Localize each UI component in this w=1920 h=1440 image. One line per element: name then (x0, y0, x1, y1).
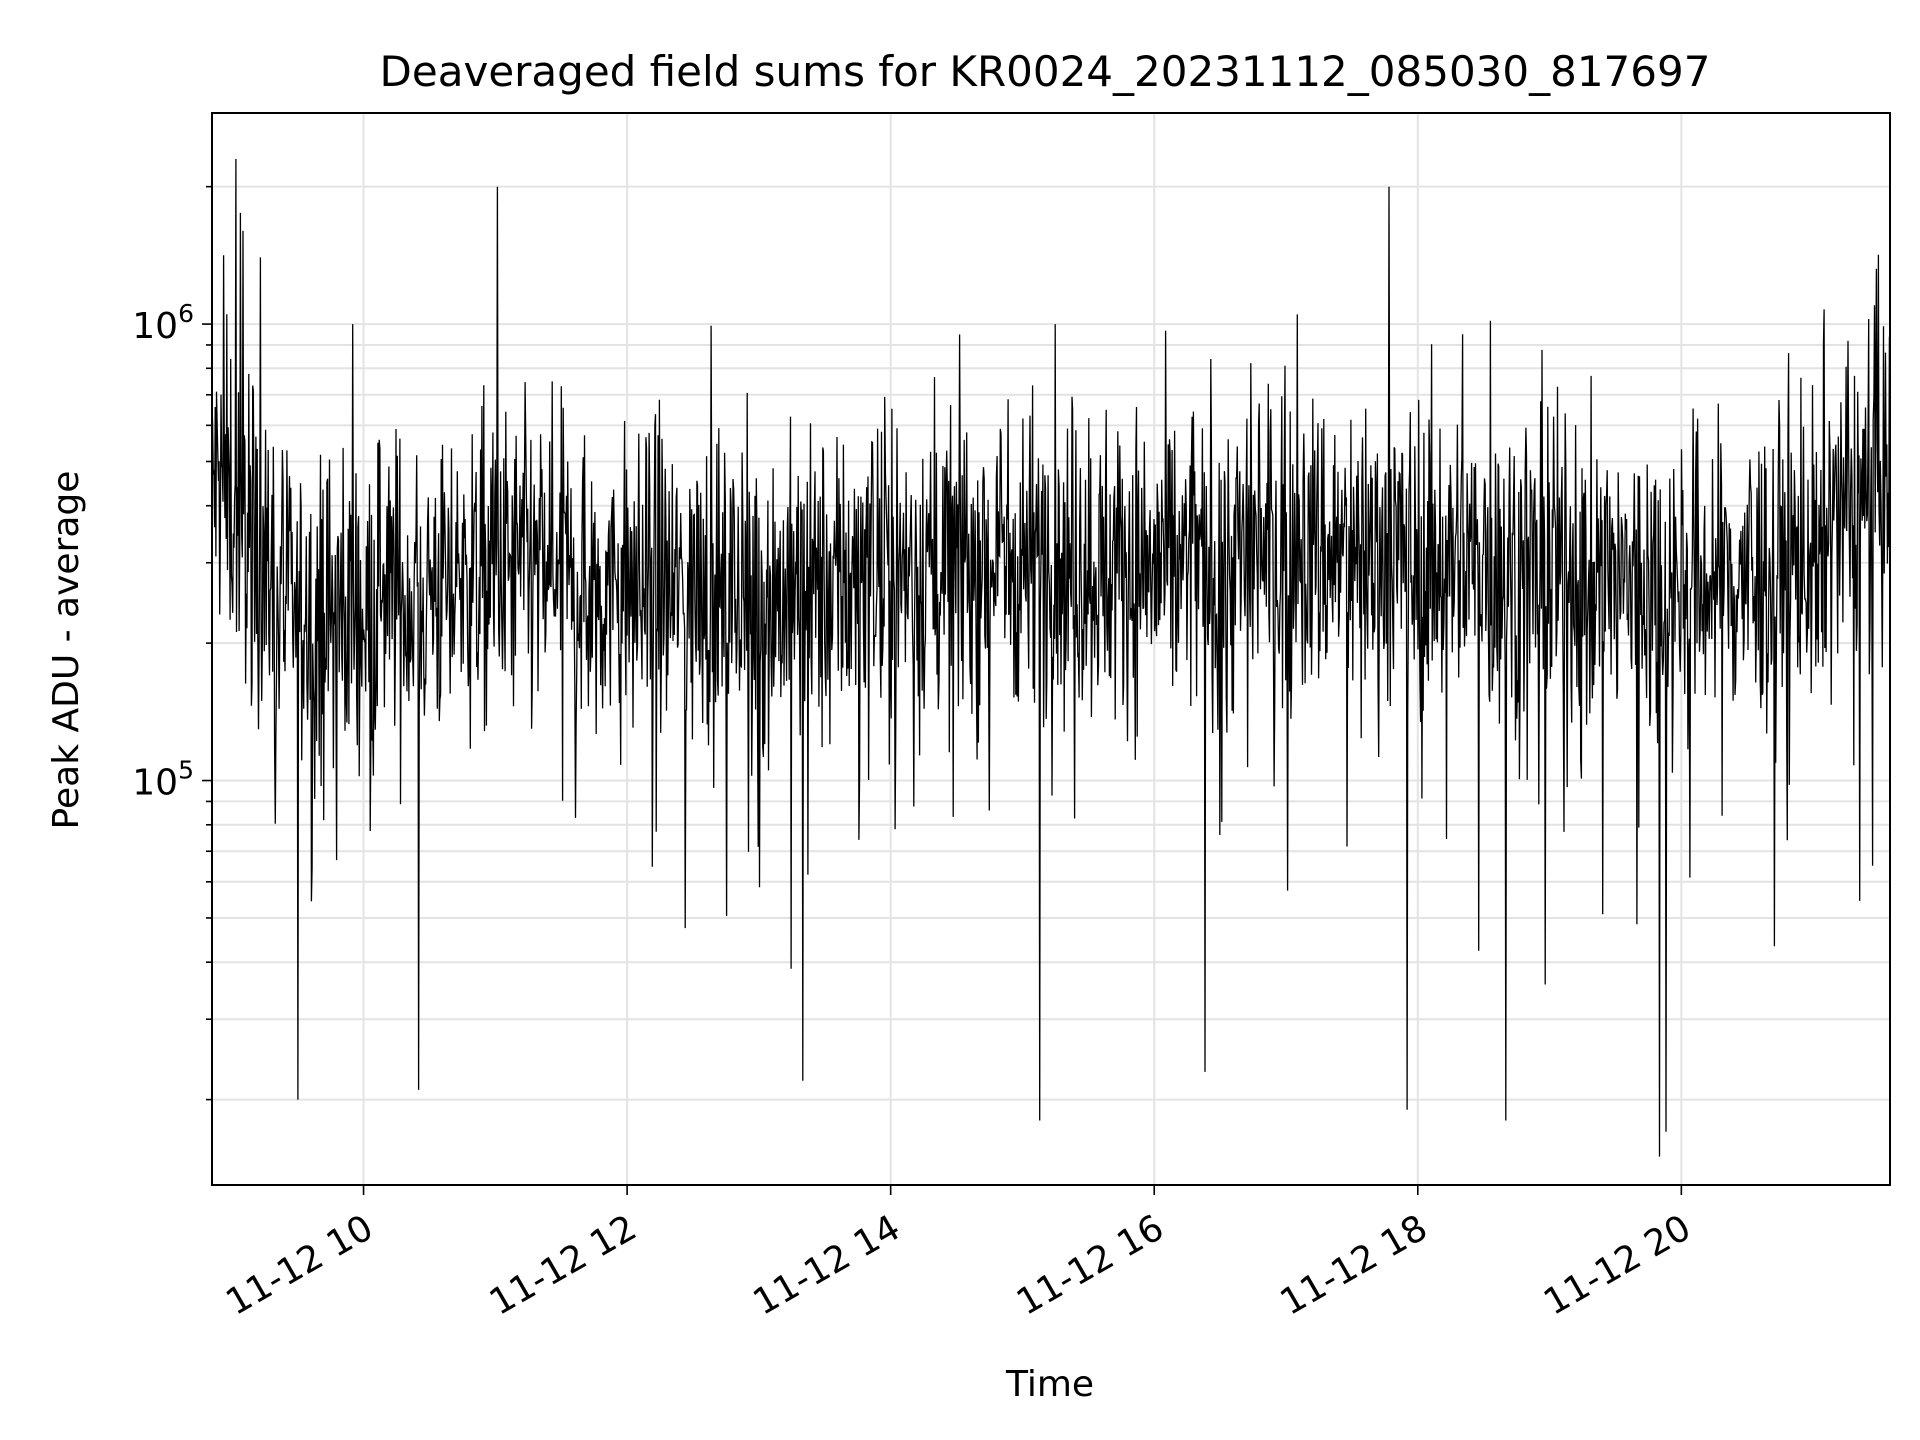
plot-frame (211, 112, 1891, 1186)
y-tick-label: 106 (132, 299, 194, 347)
y-axis-label: Peak ADU - average (46, 471, 87, 830)
series-line (212, 158, 1890, 1157)
series-group (212, 158, 1890, 1157)
y-tick-label: 105 (132, 756, 194, 804)
y-axis-ticks: 105 106 (132, 185, 212, 1101)
x-axis-label: Time (1005, 1364, 1094, 1405)
chart-title: Deaveraged field sums for KR0024_2023111… (380, 47, 1711, 96)
